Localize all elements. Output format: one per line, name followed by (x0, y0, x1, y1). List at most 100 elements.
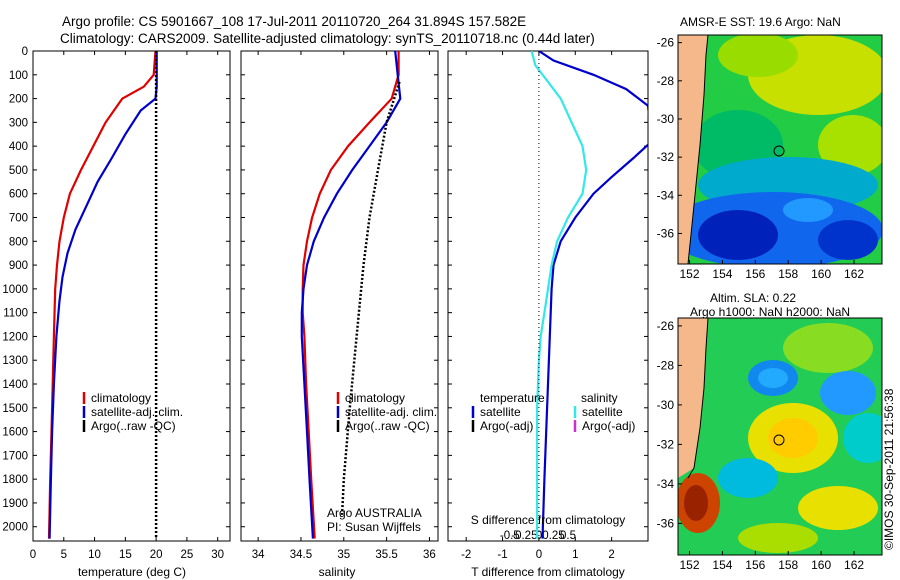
series-line (538, 51, 648, 539)
x-tick-label: -1 (497, 549, 507, 561)
series-line (300, 51, 402, 539)
x2-tick-label: 0.25 (542, 530, 564, 542)
lat-tick-label: -30 (657, 398, 675, 412)
difference-legend: temperature salinity satellite Argo(-adj… (471, 391, 635, 433)
lon-tick-label: 158 (778, 558, 798, 572)
depth-tick-label: 800 (9, 236, 28, 248)
difference-xlabel: T difference from climatology (471, 565, 625, 579)
depth-tick-label: 1100 (3, 308, 28, 320)
x-tick-label: 35 (337, 549, 350, 561)
sla-map-title: Altim. SLA: 0.22 (710, 291, 796, 305)
x-tick-label: 25 (181, 549, 194, 561)
sst-argo-marker (773, 145, 785, 157)
depth-tick-label: 2000 (2, 522, 28, 534)
argo-pi: PI: Susan Wijffels (327, 520, 421, 534)
depth-tick-label: 1800 (2, 474, 28, 486)
legend-satellite-adj: satellite-adj. clim. (91, 405, 183, 419)
argo-owner: Argo AUSTRALIA (327, 506, 422, 520)
lon-tick-label: 158 (778, 267, 798, 281)
x-tick-label: 30 (211, 549, 224, 561)
depth-tick-label: 200 (9, 94, 28, 106)
lon-tick-label: 154 (712, 558, 732, 572)
lat-tick-label: -28 (657, 358, 675, 372)
x-tick-label: 0 (536, 549, 542, 561)
depth-tick-label: 1900 (2, 498, 28, 510)
legend-t-satellite: satellite (480, 405, 521, 419)
lon-tick-label: 156 (745, 267, 765, 281)
imos-stamp: ©IMOS 30-Sep-2011 21:56:38 (882, 388, 896, 550)
title-line-2: Climatology: CARS2009. Satellite-adjuste… (60, 31, 595, 46)
lon-tick-label: 162 (844, 558, 864, 572)
salinity-xlabel: salinity (319, 565, 356, 579)
lon-tick-label: 152 (680, 558, 700, 572)
series-line (530, 51, 588, 539)
sst-map-title: AMSR-E SST: 19.6 Argo: NaN (680, 15, 841, 29)
depth-tick-label: 1200 (2, 331, 28, 343)
lat-tick-label: -30 (657, 112, 675, 126)
x-tick-label: 0 (30, 549, 36, 561)
difference-x2label: S difference from climatology (471, 513, 626, 527)
lon-tick-label: 160 (811, 267, 831, 281)
lon-tick-label: 156 (745, 558, 765, 572)
lon-tick-label: 154 (712, 267, 732, 281)
lat-tick-label: -26 (657, 319, 675, 333)
temperature-xlabel: temperature (deg C) (78, 565, 186, 579)
lat-tick-label: -32 (657, 150, 675, 164)
depth-tick-label: 300 (9, 117, 28, 129)
depth-tick-label: 600 (9, 189, 28, 201)
depth-tick-label: 1700 (2, 450, 28, 462)
series-line (301, 51, 400, 539)
lat-tick-label: -34 (657, 477, 675, 491)
x-tick-label: -2 (461, 549, 471, 561)
temperature-panel (32, 50, 231, 542)
lat-tick-label: -32 (657, 437, 675, 451)
x2-tick-label: 0.5 (560, 530, 576, 542)
depth-tick-label: 1000 (2, 284, 28, 296)
x-tick-label: 2 (608, 549, 614, 561)
temperature-chart: 0 5 10 15 20 25 30 (30, 51, 224, 561)
x-tick-label: 36 (423, 549, 436, 561)
legend-s-satellite: satellite (582, 405, 623, 419)
legend-climatology: climatology (345, 391, 405, 405)
x-tick-label: 35.5 (375, 549, 397, 561)
depth-axis: 0 100 200 300 400 500 600 700 800 900 1000 1100 1200… (2, 46, 648, 534)
difference-chart: -2 -1 0 1 2-0.5-0.250 0.250.5 (461, 51, 648, 561)
title-line-1: Argo profile: CS 5901667_108 17-Jul-2011… (62, 14, 526, 29)
depth-tick-label: 100 (9, 70, 28, 82)
x2-tick-label: -0.5 (500, 530, 520, 542)
legend-argo-raw: Argo(..raw -QC) (345, 419, 430, 433)
depth-tick-label: 1300 (2, 355, 28, 367)
lat-tick-label: -36 (657, 516, 675, 530)
lon-tick-label: 152 (680, 267, 700, 281)
lon-tick-label: 160 (811, 558, 831, 572)
salinity-chart: 34 34.5 35 35.5 36 (252, 51, 436, 561)
x-tick-label: 20 (150, 549, 163, 561)
legend-t-argo-adj: Argo(-adj) (480, 419, 533, 433)
depth-tick-label: 900 (9, 260, 28, 272)
depth-tick-label: 1400 (2, 379, 28, 391)
legend-salinity-title: salinity (581, 391, 618, 405)
legend-satellite-adj: satellite-adj. clim. (345, 405, 437, 419)
temperature-legend: climatology satellite-adj. clim. Argo(..… (82, 391, 183, 433)
depth-tick-label: 1500 (2, 403, 28, 415)
sla-argo-marker (773, 434, 785, 446)
salinity-legend: climatology satellite-adj. clim. Argo(..… (327, 391, 437, 534)
depth-tick-label: 400 (9, 141, 28, 153)
lat-tick-label: -34 (657, 188, 675, 202)
x-tick-label: 34 (252, 549, 265, 561)
sst-map: AMSR-E SST: 19.6 Argo: NaN 152 154 156 158 1… (657, 15, 883, 281)
depth-tick-label: 700 (9, 213, 28, 225)
legend-temperature-title: temperature (480, 391, 545, 405)
lat-tick-label: -26 (657, 36, 675, 50)
x-tick-label: 5 (61, 549, 67, 561)
x-tick-label: 1 (572, 549, 578, 561)
x-tick-label: 34.5 (290, 549, 312, 561)
x2-tick-label: -0.25 (511, 530, 537, 542)
depth-tick-label: 1600 (2, 427, 28, 439)
legend-argo-raw: Argo(..raw -QC) (91, 419, 176, 433)
lat-tick-label: -28 (657, 74, 675, 88)
lat-tick-label: -36 (657, 226, 675, 240)
x-tick-label: 10 (88, 549, 101, 561)
depth-tick-label: 500 (9, 165, 28, 177)
